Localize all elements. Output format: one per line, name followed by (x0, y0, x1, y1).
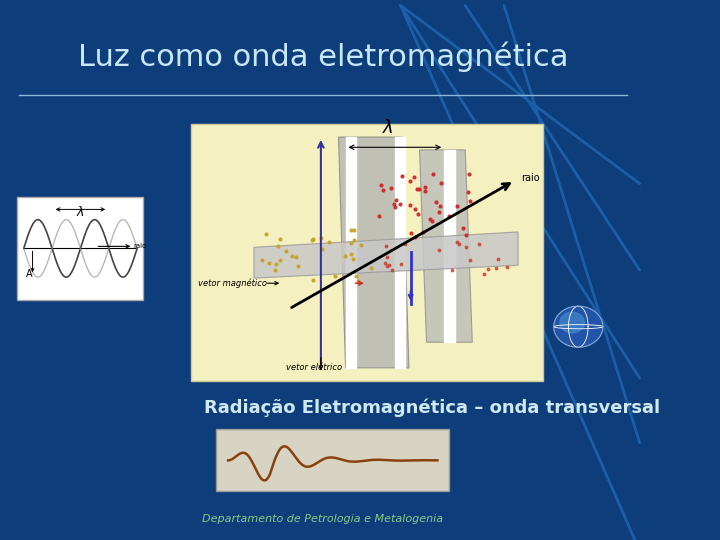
Text: Departamento de Petrologia e Metalogenia: Departamento de Petrologia e Metalogenia (202, 515, 444, 524)
Text: Luz como onda eletromagnética: Luz como onda eletromagnética (78, 42, 568, 72)
Text: A: A (26, 269, 33, 279)
Text: Radiação Eletromagnética – onda transversal: Radiação Eletromagnética – onda transver… (204, 399, 660, 417)
Text: λ: λ (382, 119, 393, 137)
Text: raio: raio (133, 244, 147, 249)
Circle shape (554, 306, 603, 347)
Text: vetor magnético: vetor magnético (198, 279, 266, 288)
Polygon shape (338, 137, 409, 368)
Circle shape (560, 312, 585, 333)
Text: vetor elétrico: vetor elétrico (286, 363, 342, 373)
Bar (17, 197, 143, 300)
Polygon shape (420, 150, 472, 342)
Text: λ: λ (77, 206, 84, 219)
Bar (217, 429, 449, 491)
Polygon shape (254, 232, 518, 278)
Bar (191, 124, 543, 381)
Text: raio: raio (521, 173, 540, 183)
